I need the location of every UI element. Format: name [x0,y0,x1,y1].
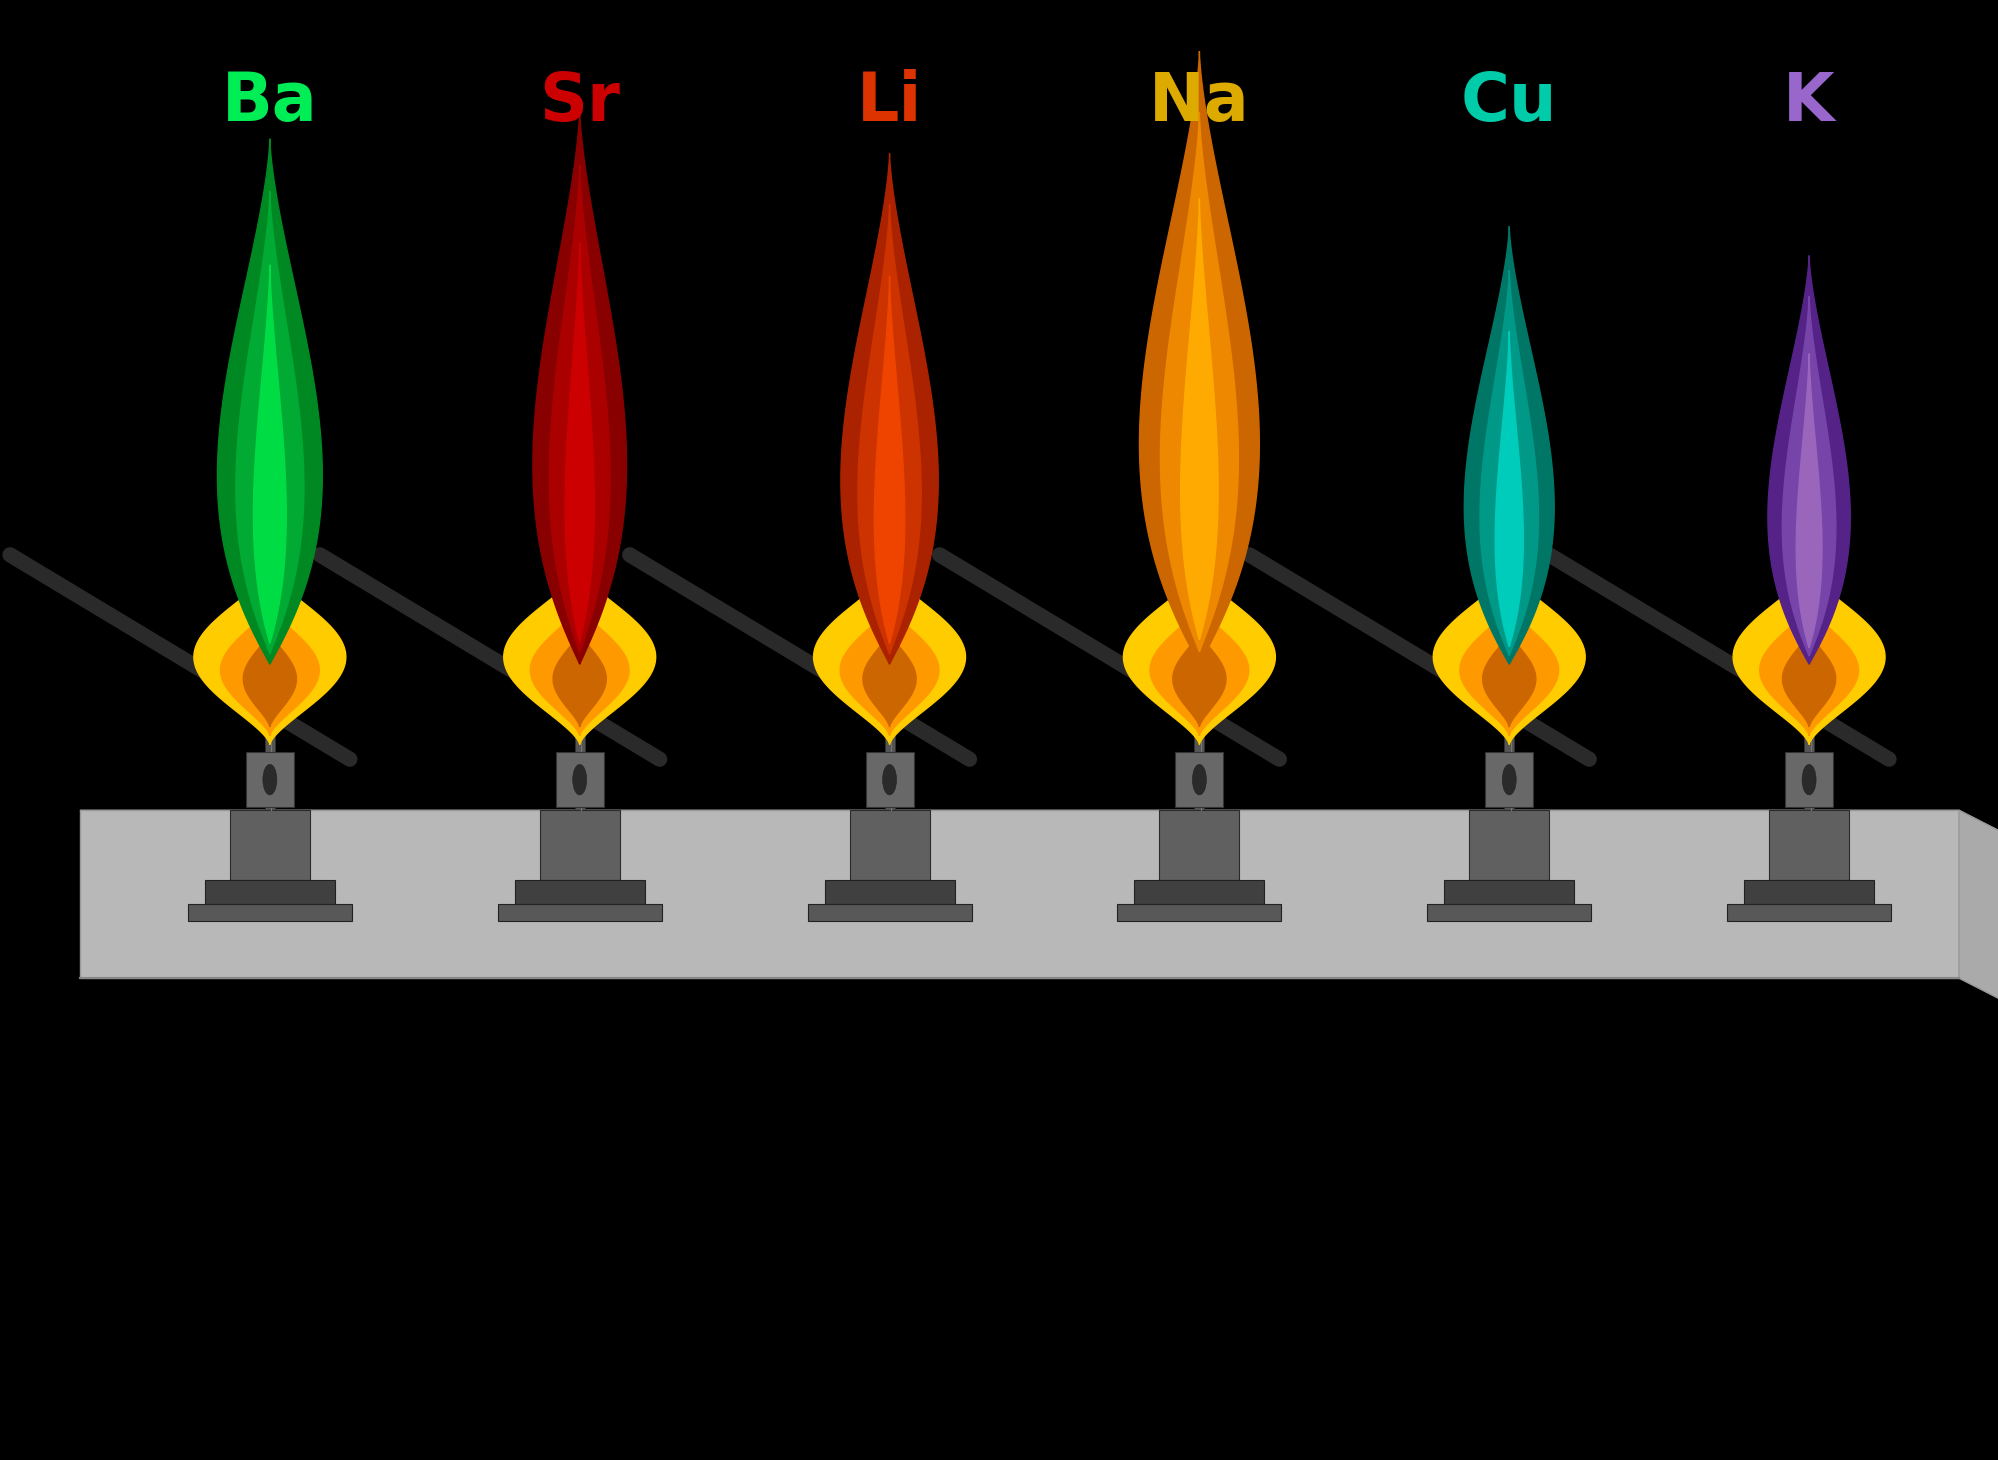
FancyBboxPatch shape [1726,904,1890,921]
FancyBboxPatch shape [823,880,953,904]
Text: Sr: Sr [539,69,619,136]
FancyBboxPatch shape [1443,880,1574,904]
Polygon shape [1123,569,1275,745]
FancyBboxPatch shape [498,904,661,921]
Polygon shape [1139,51,1259,664]
FancyBboxPatch shape [555,752,603,807]
Polygon shape [220,604,320,736]
Ellipse shape [1191,765,1205,794]
Polygon shape [1173,631,1225,727]
Polygon shape [1782,631,1834,727]
Polygon shape [1758,604,1858,736]
FancyBboxPatch shape [1117,904,1281,921]
Polygon shape [841,153,937,664]
Polygon shape [813,569,965,745]
Polygon shape [573,561,585,596]
Text: K: K [1782,69,1834,136]
FancyBboxPatch shape [865,752,913,807]
Polygon shape [1483,631,1534,727]
Polygon shape [1161,112,1237,653]
FancyBboxPatch shape [1485,752,1532,807]
FancyBboxPatch shape [1175,752,1223,807]
Polygon shape [863,631,915,727]
Ellipse shape [1502,765,1514,794]
Polygon shape [1502,561,1514,596]
Polygon shape [533,110,625,664]
Polygon shape [1766,255,1850,664]
Polygon shape [194,569,346,745]
FancyBboxPatch shape [1469,810,1548,880]
Polygon shape [80,810,1958,978]
Ellipse shape [1802,765,1814,794]
Polygon shape [1958,810,1998,1004]
Ellipse shape [883,765,895,794]
FancyBboxPatch shape [1427,904,1590,921]
FancyBboxPatch shape [1502,642,1514,810]
Polygon shape [1465,226,1552,664]
Text: Ba: Ba [222,69,318,136]
Polygon shape [80,810,1998,835]
Polygon shape [549,165,609,653]
Polygon shape [565,242,593,642]
FancyBboxPatch shape [883,642,893,810]
Polygon shape [1782,296,1834,656]
Polygon shape [839,604,939,736]
FancyBboxPatch shape [1784,752,1832,807]
Polygon shape [883,561,895,596]
Text: Li: Li [857,69,921,136]
FancyBboxPatch shape [575,642,583,810]
FancyBboxPatch shape [849,810,929,880]
Ellipse shape [262,765,276,794]
Polygon shape [244,631,296,727]
Polygon shape [1459,604,1558,736]
FancyBboxPatch shape [1768,810,1848,880]
Ellipse shape [571,765,585,794]
Polygon shape [1802,561,1814,596]
Polygon shape [1479,270,1538,656]
FancyBboxPatch shape [230,810,310,880]
Polygon shape [1732,569,1884,745]
Polygon shape [503,569,655,745]
FancyBboxPatch shape [246,752,294,807]
Polygon shape [857,204,921,654]
FancyBboxPatch shape [1804,642,1814,810]
Polygon shape [873,276,905,644]
Polygon shape [1149,604,1249,736]
Polygon shape [236,191,304,654]
FancyBboxPatch shape [807,904,971,921]
Polygon shape [529,604,629,736]
Polygon shape [254,264,286,644]
Text: Cu: Cu [1461,69,1556,136]
Polygon shape [264,561,276,596]
FancyBboxPatch shape [264,642,274,810]
Polygon shape [218,139,322,664]
Polygon shape [1796,353,1820,648]
Polygon shape [1181,199,1217,639]
FancyBboxPatch shape [188,904,352,921]
FancyBboxPatch shape [1133,880,1265,904]
FancyBboxPatch shape [1742,880,1872,904]
FancyBboxPatch shape [1193,642,1203,810]
Polygon shape [553,631,605,727]
FancyBboxPatch shape [1159,810,1239,880]
FancyBboxPatch shape [206,880,334,904]
Polygon shape [1433,569,1584,745]
Text: Na: Na [1149,69,1249,136]
FancyBboxPatch shape [539,810,619,880]
Polygon shape [1495,331,1522,647]
FancyBboxPatch shape [513,880,643,904]
Polygon shape [1193,561,1205,596]
